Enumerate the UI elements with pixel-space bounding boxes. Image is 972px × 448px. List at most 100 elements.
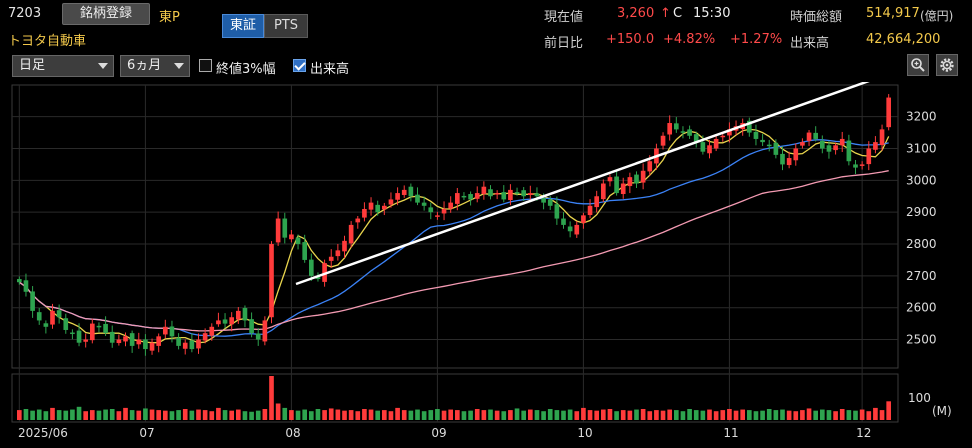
candle-body — [866, 148, 872, 165]
tab-pts[interactable]: PTS — [264, 14, 308, 38]
volume-bar — [196, 409, 201, 420]
y-tick-label: 2500 — [906, 333, 937, 347]
candle-body — [342, 240, 347, 252]
market-cap-value: 514,917 — [866, 6, 920, 21]
period-select[interactable]: 日足 — [12, 55, 114, 77]
candle-body — [169, 326, 175, 337]
volume-bar — [249, 411, 254, 420]
candle-body — [401, 189, 407, 195]
candle-body — [242, 308, 248, 321]
range-select[interactable]: 6ヵ月 — [120, 55, 190, 77]
candle-body — [680, 131, 686, 133]
candle-body — [23, 280, 29, 292]
chevron-down-icon — [174, 63, 184, 69]
candle-body — [647, 161, 653, 172]
volume-bar — [36, 409, 42, 420]
candle-body — [620, 183, 626, 195]
price-arrow-icon: ↑ — [660, 6, 671, 21]
volume-bar — [494, 410, 500, 420]
volume-bar — [780, 409, 785, 420]
candle-body — [335, 250, 341, 257]
candle-body — [700, 142, 706, 152]
candle-body — [793, 148, 799, 161]
volume-bar — [242, 411, 248, 420]
volume-bar — [600, 409, 606, 420]
candle-body — [43, 323, 49, 327]
volume-bar — [534, 410, 540, 420]
candle-body — [315, 277, 321, 280]
candle-body — [375, 204, 381, 213]
candle-body — [222, 319, 228, 324]
volume-bar — [839, 409, 845, 420]
candle-body — [687, 129, 692, 136]
volume-bar — [733, 410, 739, 420]
volume-checkbox-label: 出来高 — [310, 62, 350, 77]
candle-body — [574, 224, 580, 235]
candle-body — [468, 194, 473, 200]
x-axis-labels: 2025/06 07 08 09 10 11 12 — [18, 426, 871, 440]
candle-body — [109, 331, 115, 343]
change-percent-2: +1.27% — [730, 32, 783, 47]
price-chart[interactable]: 3200 3100 3000 2900 2800 2700 2600 2500 2025/06… — [0, 82, 972, 448]
volume-bar — [103, 409, 108, 420]
moving-average-line — [18, 128, 890, 344]
candle-body — [554, 204, 560, 219]
candle-body — [607, 177, 613, 182]
grid-lines — [12, 85, 898, 422]
zoom-button[interactable] — [907, 54, 929, 76]
volume-bar — [859, 409, 865, 420]
volume-bar — [786, 410, 792, 420]
tab-tse[interactable]: 東証 — [222, 14, 264, 38]
candle-body — [727, 129, 732, 136]
candle-body — [89, 323, 95, 341]
volume-bar — [401, 410, 407, 420]
register-stock-button[interactable]: 銘柄登録 — [62, 3, 150, 25]
x-tick-label: 07 — [139, 426, 154, 440]
volume-label: 出来高 — [790, 36, 830, 51]
volume-bar — [70, 409, 75, 420]
candle-body — [249, 319, 254, 334]
close-3pct-checkbox[interactable] — [199, 59, 212, 72]
chevron-down-icon — [98, 63, 108, 69]
candle-body — [63, 318, 69, 330]
volume-bar — [222, 410, 228, 420]
candle-body — [441, 208, 447, 214]
candle-body — [746, 120, 752, 133]
candle-body — [322, 263, 327, 282]
candle-body — [859, 164, 865, 166]
volume-bar — [209, 411, 215, 420]
current-price: 3,260 — [617, 6, 655, 21]
candle-body — [561, 218, 566, 225]
candle-body — [627, 177, 633, 187]
settings-button[interactable] — [936, 54, 958, 76]
volume-bar — [83, 411, 89, 420]
y-tick-label: 2900 — [906, 205, 937, 219]
volume-bar — [149, 409, 155, 420]
volume-bar — [806, 408, 812, 420]
volume-bar — [667, 409, 673, 420]
price-label: 現在値 — [544, 10, 584, 25]
trend-line[interactable] — [295, 82, 883, 286]
candle-body — [594, 196, 600, 208]
candle-body — [328, 256, 334, 261]
candle-body — [720, 135, 726, 138]
volume-bar — [255, 410, 261, 420]
candle-body — [421, 202, 427, 206]
volume-bar — [328, 408, 334, 420]
volume-bars — [16, 376, 892, 420]
candle-body — [348, 224, 354, 244]
volume-bar — [123, 407, 128, 420]
candle-body — [567, 226, 573, 232]
candle-body — [70, 332, 75, 335]
volume-checkbox[interactable] — [293, 59, 306, 72]
x-tick-label: 12 — [856, 426, 871, 440]
candle-body — [481, 186, 487, 195]
candle-body — [16, 279, 22, 283]
volume-bar — [63, 410, 69, 420]
volume-bar — [169, 411, 175, 420]
candle-body — [362, 208, 367, 218]
volume-bar — [182, 409, 188, 420]
candle-body — [600, 183, 606, 200]
volume-bar — [129, 410, 135, 420]
volume-bar — [826, 410, 832, 420]
